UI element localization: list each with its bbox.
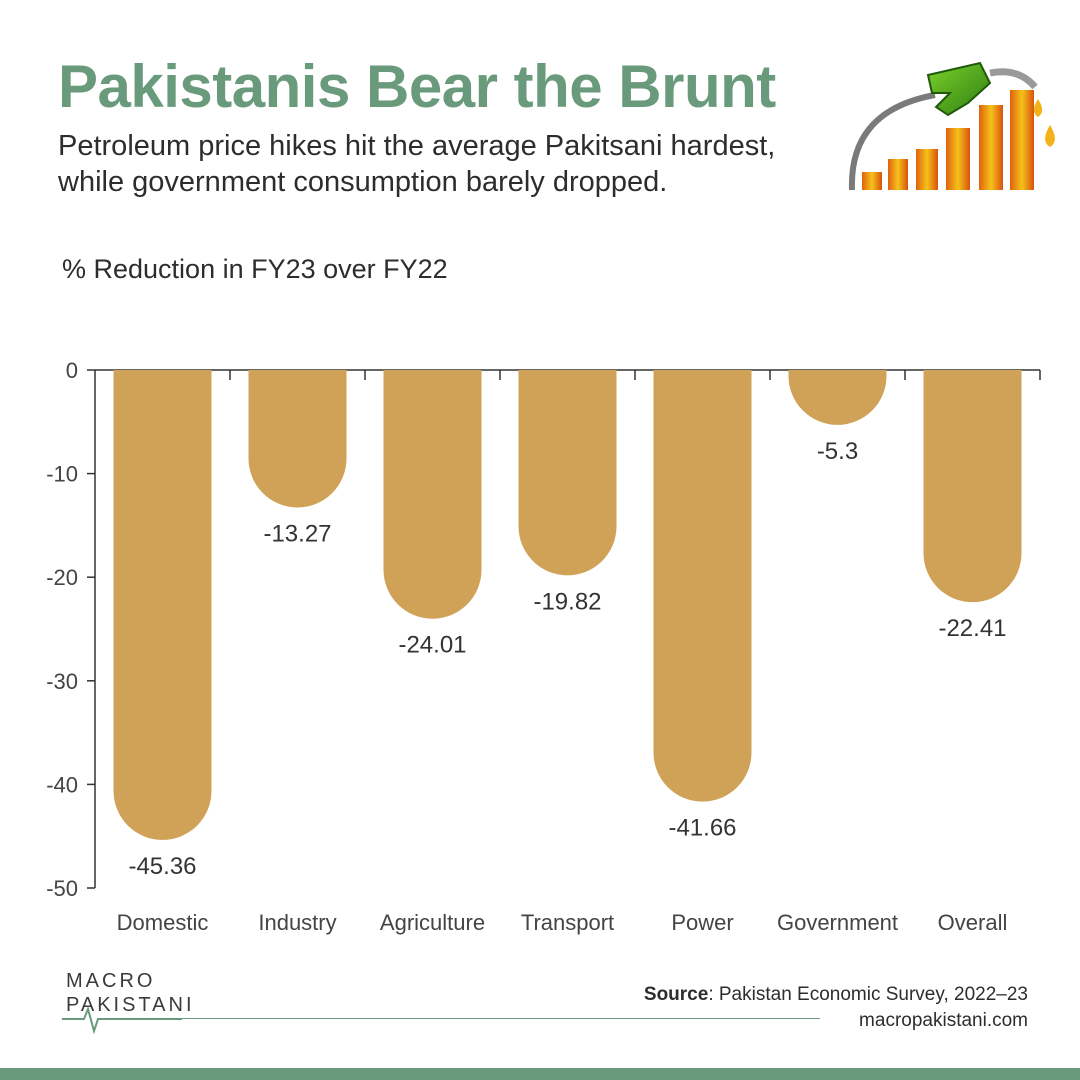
x-tick-label: Power bbox=[671, 910, 733, 935]
bar bbox=[653, 370, 752, 802]
bar bbox=[923, 370, 1022, 603]
y-tick-label: -50 bbox=[46, 876, 78, 901]
x-tick-label: Overall bbox=[938, 910, 1008, 935]
x-tick-label: Government bbox=[777, 910, 898, 935]
data-label: -22.41 bbox=[938, 615, 1006, 642]
bar bbox=[383, 370, 482, 619]
x-tick-label: Domestic bbox=[117, 910, 209, 935]
y-tick-label: -20 bbox=[46, 565, 78, 590]
source-credit: Source: Pakistan Economic Survey, 2022–2… bbox=[644, 984, 1028, 1006]
source-label: Source bbox=[643, 984, 709, 1005]
page-title: Pakistanis Bear the Brunt bbox=[58, 53, 776, 120]
y-tick-label: -30 bbox=[46, 669, 78, 694]
fuel-nozzle-rising-bars-icon bbox=[848, 61, 1055, 191]
bar bbox=[113, 370, 212, 840]
y-tick-label: -40 bbox=[46, 772, 78, 797]
data-label: -5.3 bbox=[817, 438, 858, 465]
bottom-accent-bar bbox=[0, 1068, 1080, 1080]
bar bbox=[788, 370, 887, 425]
x-tick-label: Agriculture bbox=[380, 910, 485, 935]
source-text: : Pakistan Economic Survey, 2022–23 bbox=[708, 984, 1028, 1005]
bar bbox=[248, 370, 347, 508]
page-subtitle: Petroleum price hikes hit the average Pa… bbox=[58, 130, 776, 198]
logo-line1: MACRO bbox=[66, 970, 155, 992]
data-label: -13.27 bbox=[263, 520, 331, 547]
y-tick-label: 0 bbox=[66, 358, 78, 383]
data-label: -45.36 bbox=[128, 853, 196, 880]
unit-label: % Reduction in FY23 over FY22 bbox=[62, 254, 448, 284]
logo-line2: PAKISTANI bbox=[66, 994, 195, 1016]
macropakistani-logo: MACRO PAKISTANI bbox=[62, 970, 195, 1035]
y-tick-label: -10 bbox=[46, 462, 78, 487]
data-label: -19.82 bbox=[533, 588, 601, 615]
footer-divider bbox=[180, 1018, 820, 1019]
x-tick-label: Industry bbox=[258, 910, 336, 935]
bar bbox=[518, 370, 617, 576]
data-label: -24.01 bbox=[398, 632, 466, 659]
bar-chart: 0 -10 -20 -30 -40 -50 -45.36 Domestic -13.27 Indu… bbox=[46, 358, 1041, 935]
x-tick-label: Transport bbox=[521, 910, 614, 935]
website-link[interactable]: macropakistani.com bbox=[859, 1010, 1028, 1031]
data-label: -41.66 bbox=[668, 815, 736, 842]
